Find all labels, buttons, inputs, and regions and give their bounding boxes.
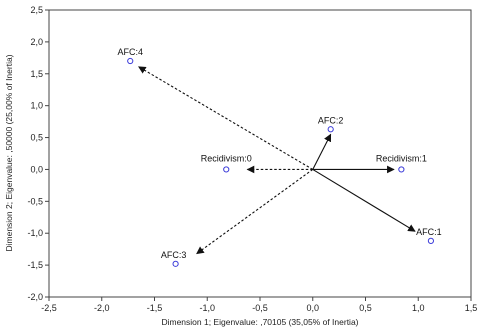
point-label: AFC:3: [161, 250, 187, 260]
x-tick-label: 1,5: [465, 303, 478, 313]
x-tick-label: 0,0: [306, 303, 319, 313]
arrows-layer: [138, 66, 416, 255]
y-tick-label: -1,5: [27, 260, 43, 270]
data-point: [327, 126, 334, 133]
point-label: AFC:1: [416, 227, 442, 237]
points-layer: AFC:4 AFC:2 Recidivism:0 Recidivism:1 AFC:1 A…: [117, 47, 442, 267]
point-label: AFC:4: [117, 47, 143, 57]
y-tick-label: 2,5: [30, 5, 43, 15]
y-tick-label: 0,0: [30, 164, 43, 174]
x-axis-title: Dimension 1; Eigenvalue: ,70105 (35,05% …: [161, 317, 358, 327]
data-point: [172, 260, 179, 267]
y-axis-title: Dimension 2; Eigenvalue: ,50000 (25,00% …: [4, 54, 14, 251]
x-tick-label: -1,0: [199, 303, 215, 313]
vector-arrow: [196, 168, 314, 255]
point-label: Recidivism:1: [376, 153, 427, 163]
x-tick-label: 1,0: [412, 303, 425, 313]
x-tick-label: -1,5: [147, 303, 163, 313]
y-tick-label: -2,0: [27, 292, 43, 302]
vector-arrow: [312, 133, 332, 170]
data-point: [127, 57, 134, 65]
y-tick-label: -1,0: [27, 228, 43, 238]
data-point: [427, 237, 435, 244]
vector-arrow: [138, 66, 314, 170]
data-point: [223, 166, 230, 173]
data-point: [398, 166, 405, 173]
point-label: Recidivism:0: [201, 153, 252, 163]
vector-arrow: [312, 168, 416, 232]
y-tick-label: 1,0: [30, 101, 43, 111]
x-tick-label: -2,5: [41, 303, 57, 313]
ticks-layer: -2,5 -2,0 -1,5 -1,0 -0,5 0,0 0,5 1,0 1,5-2,0-1,5…: [27, 5, 477, 313]
point-label: AFC:2: [318, 115, 344, 125]
y-tick-label: 0,5: [30, 133, 43, 143]
x-tick-label: -2,0: [94, 303, 110, 313]
plot-frame: [48, 9, 472, 298]
x-tick-label: -0,5: [252, 303, 268, 313]
y-tick-label: 2,0: [30, 37, 43, 47]
y-tick-label: 1,5: [30, 69, 43, 79]
y-tick-label: -0,5: [27, 196, 43, 206]
x-tick-label: 0,5: [359, 303, 372, 313]
